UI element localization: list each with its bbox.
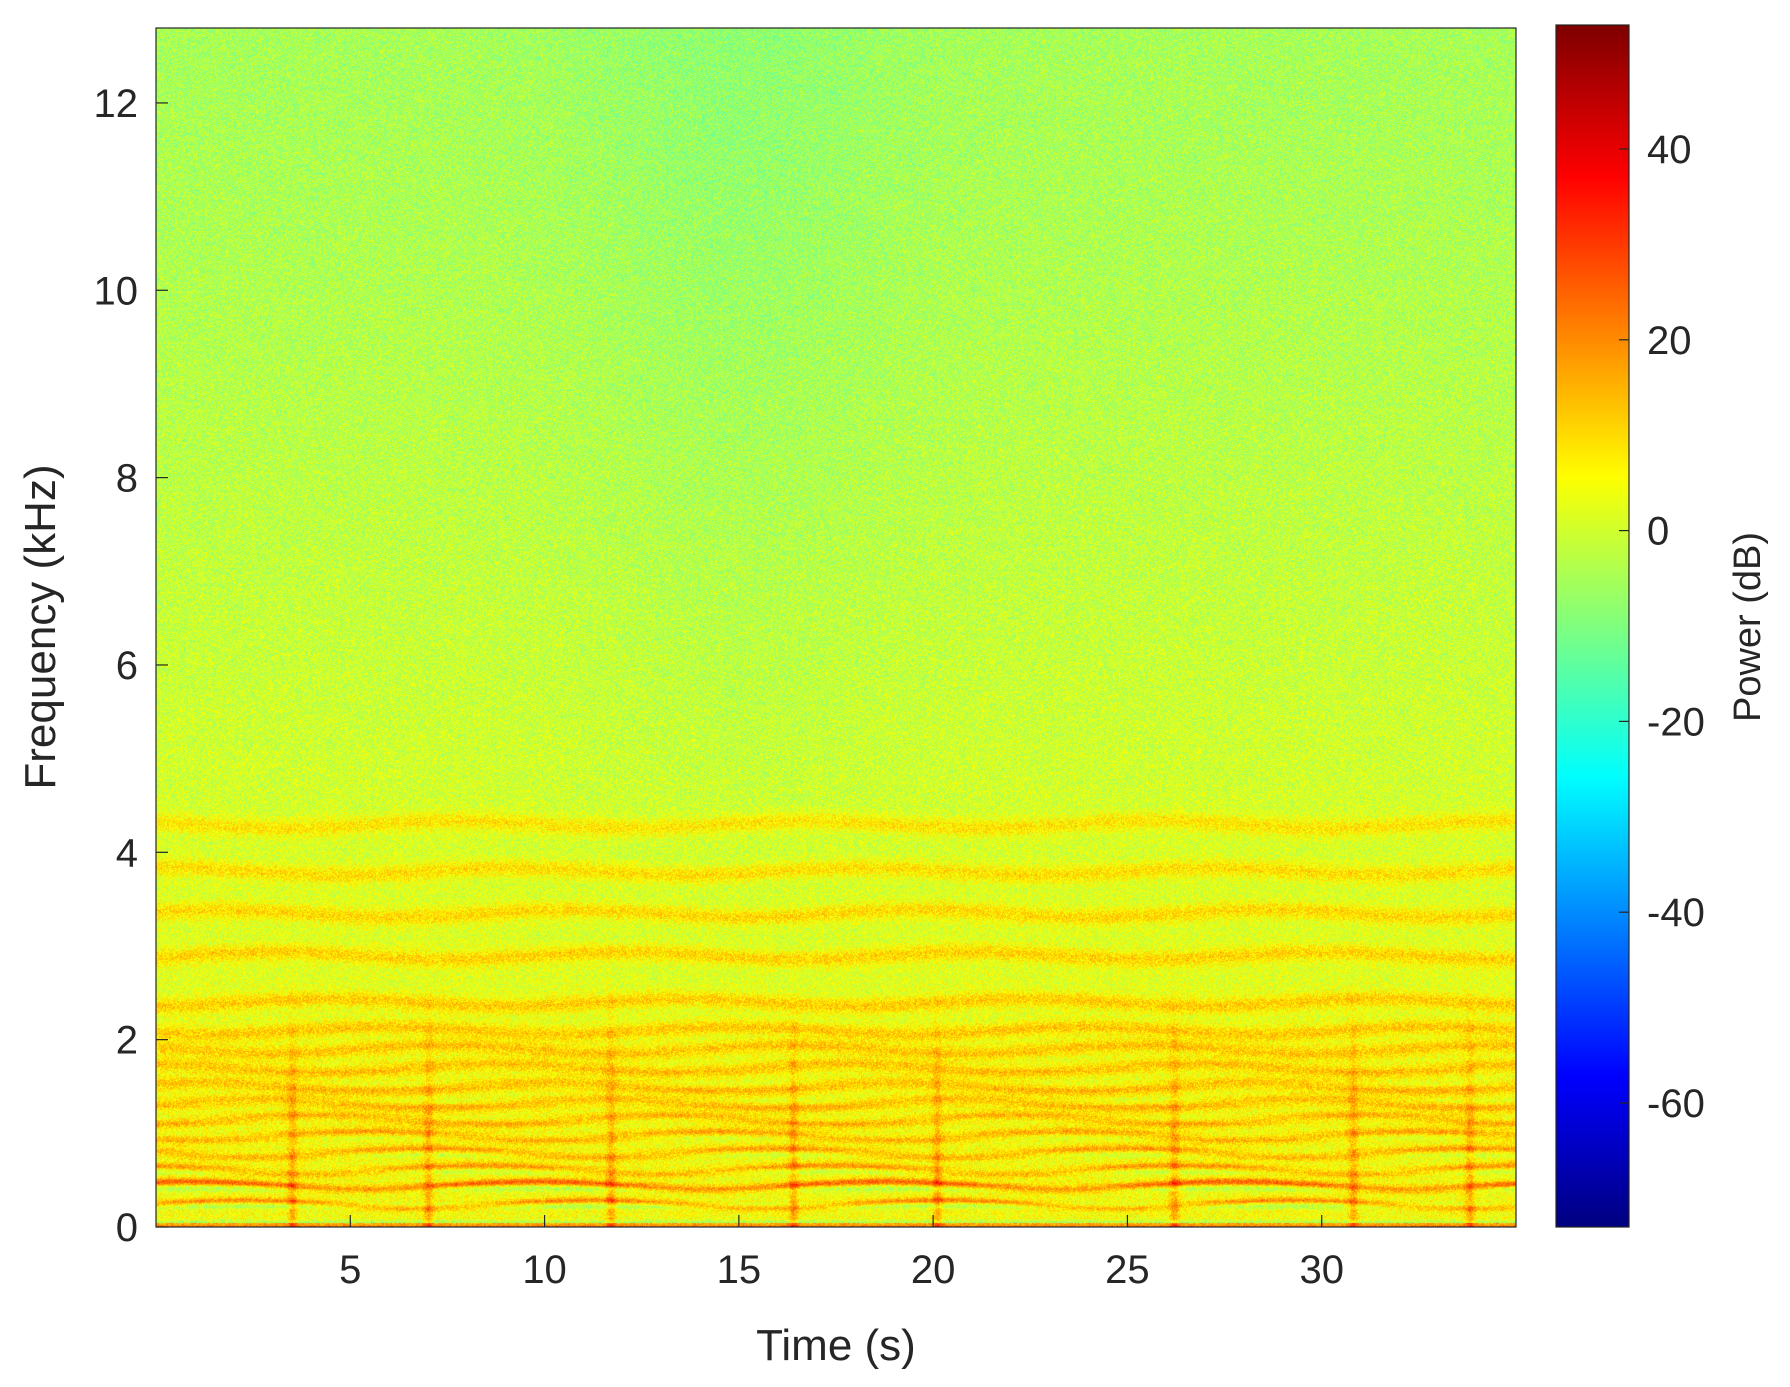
- spectrogram-heatmap: [156, 28, 1516, 1227]
- colorbar-gradient: [1556, 25, 1629, 1227]
- colorbar-tick-label: 40: [1647, 128, 1692, 172]
- colorbar-tick-label: 20: [1647, 319, 1692, 363]
- y-tick-label: 8: [116, 457, 138, 501]
- x-tick-label: 30: [1299, 1248, 1344, 1292]
- colorbar-tick-label: -40: [1647, 891, 1705, 935]
- x-tick-label: 15: [717, 1248, 762, 1292]
- y-tick-label: 12: [94, 82, 139, 126]
- y-tick-label: 6: [116, 644, 138, 688]
- colorbar-tick-label: 0: [1647, 510, 1669, 554]
- y-axis-ticks: 0 2 4 6 8 10 12: [94, 82, 168, 1250]
- plot-frame: [155, 27, 1517, 1228]
- y-tick-label: 0: [116, 1206, 138, 1250]
- y-tick-label: 2: [116, 1019, 138, 1063]
- colorbar-label: Power (dB): [1727, 532, 1769, 722]
- x-tick-label: 25: [1105, 1248, 1150, 1292]
- x-axis-label: Time (s): [756, 1321, 916, 1370]
- colorbar-frame: [1555, 24, 1630, 1228]
- y-axis-label: Frequency (kHz): [16, 464, 65, 789]
- colorbar-ticks: -60 -40 -20 0 20 40: [1619, 128, 1705, 1126]
- x-tick-label: 5: [339, 1248, 361, 1292]
- x-tick-label: 10: [522, 1248, 567, 1292]
- colorbar-tick-label: -60: [1647, 1082, 1705, 1126]
- y-tick-label: 4: [116, 831, 138, 875]
- x-tick-label: 20: [911, 1248, 956, 1292]
- colorbar-tick-label: -20: [1647, 700, 1705, 744]
- y-tick-label: 10: [94, 269, 139, 313]
- x-axis-ticks: 5 10 15 20 25 30: [339, 1215, 1344, 1292]
